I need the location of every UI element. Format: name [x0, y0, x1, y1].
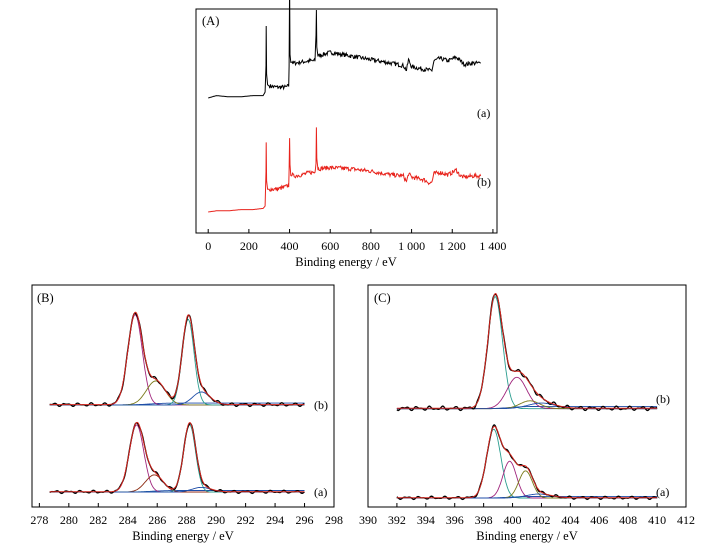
raw-spectrum [396, 293, 658, 412]
x-tick-label: 1 400 [479, 239, 506, 253]
panel-a: (A) 0 200 400 600 800 1 000 1 200 1 400 (a) (b)… [195, 0, 506, 269]
x-tick-label: 290 [207, 513, 225, 527]
panel-c: (C) 390 392 394 396 398 400 402 404 406 408 410 412… [359, 284, 695, 543]
fit-envelope [49, 311, 305, 406]
panel-a-x-ticks: 0 200 400 600 800 1 000 1 200 1 400 [205, 229, 506, 253]
x-tick-label: 398 [475, 513, 493, 527]
x-tick-label: 400 [281, 239, 299, 253]
fit-component [396, 428, 658, 499]
x-tick-label: 408 [619, 513, 637, 527]
x-tick-label: 1 200 [439, 239, 466, 253]
raw-spectrum [49, 312, 305, 408]
panel-b-label: (B) [37, 291, 54, 305]
panel-b-series [49, 311, 305, 495]
panel-b-x-axis-label: Binding energy / eV [132, 529, 234, 543]
x-tick-label: 410 [648, 513, 666, 527]
x-tick-label: 390 [359, 513, 377, 527]
panel-a-series-b-label: (b) [477, 175, 491, 189]
panel-c-x-ticks: 390 392 394 396 398 400 402 404 406 408 410 412 [359, 503, 695, 527]
panel-a-label: (A) [202, 14, 219, 28]
x-tick-label: 278 [30, 513, 48, 527]
x-tick-label: 288 [178, 513, 196, 527]
panel-c-x-axis-label: Binding energy / eV [476, 529, 578, 543]
fit-envelope [396, 292, 658, 409]
panel-a-frame [195, 8, 498, 234]
x-tick-label: 394 [417, 513, 435, 527]
x-tick-label: 402 [532, 513, 550, 527]
raw-spectrum [396, 424, 658, 501]
fit-envelope [49, 421, 305, 493]
x-tick-label: 406 [590, 513, 608, 527]
panel-b-frame [31, 284, 335, 508]
x-tick-label: 400 [504, 513, 522, 527]
x-tick-label: 200 [240, 239, 258, 253]
survey-series-a [208, 0, 481, 99]
x-tick-label: 286 [148, 513, 166, 527]
x-tick-label: 292 [237, 513, 255, 527]
x-tick-label: 392 [388, 513, 406, 527]
x-tick-label: 282 [89, 513, 107, 527]
fit-component [396, 376, 658, 410]
x-tick-label: 404 [561, 513, 579, 527]
panel-c-curve-b-label: (b) [656, 392, 670, 406]
fit-component [396, 296, 658, 410]
fit-component [396, 470, 658, 499]
x-tick-label: 396 [446, 513, 464, 527]
x-tick-label: 0 [205, 239, 211, 253]
x-tick-label: 284 [119, 513, 137, 527]
panel-c-series [396, 292, 658, 501]
panel-a-series [208, 0, 482, 213]
survey-series-b [208, 127, 482, 213]
panel-b-x-ticks: 278 280 282 284 286 288 290 292 294 296 298 [30, 503, 343, 527]
fit-envelope [396, 426, 658, 499]
x-tick-label: 600 [321, 239, 339, 253]
x-tick-label: 280 [60, 513, 78, 527]
panel-b-curve-a-label: (a) [314, 485, 327, 499]
x-tick-label: 800 [362, 239, 380, 253]
x-tick-label: 1 000 [398, 239, 425, 253]
panel-a-series-a-label: (a) [477, 106, 490, 120]
fit-component [49, 318, 305, 406]
panel-c-label: (C) [374, 291, 391, 305]
panel-c-frame [367, 284, 687, 508]
x-tick-label: 294 [266, 513, 284, 527]
x-tick-label: 298 [325, 513, 343, 527]
panel-b: (B) 278 280 282 284 286 288 290 292 294 296 298 (b… [30, 284, 343, 543]
panel-b-curve-b-label: (b) [314, 398, 328, 412]
x-tick-label: 296 [296, 513, 314, 527]
panel-c-curve-a-label: (a) [656, 485, 669, 499]
x-tick-label: 412 [677, 513, 695, 527]
panel-a-x-axis-label: Binding energy / eV [295, 255, 397, 269]
